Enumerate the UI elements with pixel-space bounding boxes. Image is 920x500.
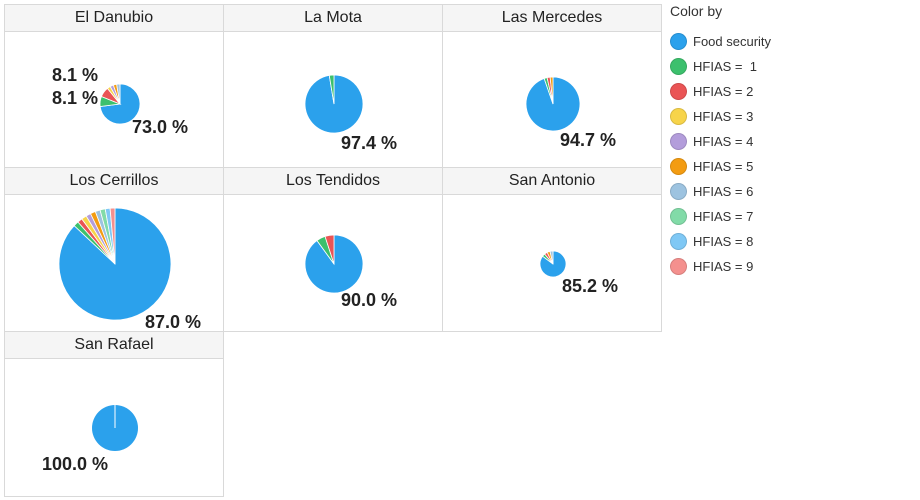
legend-label: Food security <box>693 33 772 49</box>
data-label: 94.7 % <box>560 130 616 150</box>
legend-swatch <box>670 32 687 50</box>
pie-slice-hfias-2[interactable] <box>324 234 335 265</box>
legend-item-food-security[interactable]: Food security <box>670 31 771 51</box>
legend-label: HFIAS = 7 <box>693 208 754 224</box>
pie-slice-hfias-5[interactable] <box>549 76 554 105</box>
legend-swatch <box>670 57 687 75</box>
legend-swatch <box>670 257 687 275</box>
data-label: 8.1 % <box>52 88 98 108</box>
data-label: 100.0 % <box>42 454 108 474</box>
legend: Color by Food security HFIAS = 1 HFIAS = 2… <box>670 2 910 275</box>
legend-label: HFIAS = 6 <box>693 183 754 199</box>
data-label: 87.0 % <box>145 312 201 332</box>
panel-san-antonio: San Antonio 85.2 % <box>442 167 662 332</box>
pie-slice-hfias-9[interactable] <box>109 207 116 265</box>
pie-chart: 97.4 % <box>304 74 397 153</box>
legend-label: HFIAS = 3 <box>693 108 754 124</box>
legend-swatch <box>670 82 687 100</box>
legend-item-hfias-3[interactable]: HFIAS = 3 <box>670 106 753 126</box>
pie-slice-food-security[interactable] <box>304 74 364 134</box>
legend-item-hfias-1[interactable]: HFIAS = 1 <box>670 56 757 76</box>
pie-slice-hfias-6[interactable] <box>116 83 121 105</box>
legend-item-hfias-6[interactable]: HFIAS = 6 <box>670 181 753 201</box>
legend-item-hfias-8[interactable]: HFIAS = 8 <box>670 231 753 251</box>
pie-chart: 87.0 % <box>58 207 201 332</box>
pie-chart: 94.7 % <box>525 76 616 150</box>
panel-las-mercedes: Las Mercedes 94.7 % <box>442 4 662 168</box>
pie-chart: 85.2 % <box>539 250 618 296</box>
legend-item-hfias-5[interactable]: HFIAS = 5 <box>670 156 753 176</box>
panel-title: El Danubio <box>5 5 223 32</box>
panel-title: San Rafael <box>5 332 223 359</box>
panel-title: Los Cerrillos <box>5 168 223 195</box>
legend-label: HFIAS = 1 <box>693 58 757 74</box>
legend-item-hfias-4[interactable]: HFIAS = 4 <box>670 131 753 151</box>
data-label: 90.0 % <box>341 290 397 310</box>
legend-label: HFIAS = 9 <box>693 258 754 274</box>
legend-item-hfias-7[interactable]: HFIAS = 7 <box>670 206 753 226</box>
panel-title: San Antonio <box>443 168 661 195</box>
data-label: 73.0 % <box>132 117 188 137</box>
legend-label: HFIAS = 5 <box>693 158 754 174</box>
legend-swatch <box>670 182 687 200</box>
pie-slice-food-security[interactable] <box>304 234 364 294</box>
pie-chart: 8.1 % 8.1 % 73.0 % <box>52 65 188 137</box>
panel-la-mota: La Mota 97.4 % <box>223 4 443 168</box>
panel-el-danubio: El Danubio 8.1 % 8.1 % 73.0 % <box>4 4 224 168</box>
data-label: 97.4 % <box>341 133 397 153</box>
panel-title: La Mota <box>224 5 442 32</box>
panel-title: Los Tendidos <box>224 168 442 195</box>
panel-los-tendidos: Los Tendidos 90.0 % <box>223 167 443 332</box>
legend-label: HFIAS = 8 <box>693 233 754 249</box>
legend-swatch <box>670 157 687 175</box>
data-label: 85.2 % <box>562 276 618 296</box>
legend-swatch <box>670 132 687 150</box>
legend-label: HFIAS = 4 <box>693 133 754 149</box>
data-label: 8.1 % <box>52 65 98 85</box>
pie-slice-hfias-6[interactable] <box>549 250 554 265</box>
legend-swatch <box>670 232 687 250</box>
panel-title: Las Mercedes <box>443 5 661 32</box>
legend-label: HFIAS = 2 <box>693 83 754 99</box>
legend-swatch <box>670 207 687 225</box>
pie-chart: 90.0 % <box>304 234 397 310</box>
pie-slice-hfias-1[interactable] <box>328 74 335 105</box>
legend-item-hfias-9[interactable]: HFIAS = 9 <box>670 256 753 276</box>
legend-title: Color by <box>670 3 723 19</box>
legend-swatch <box>670 107 687 125</box>
panel-san-rafael: San Rafael 100.0 % <box>4 331 224 497</box>
panel-los-cerrillos: Los Cerrillos 87.0 % <box>4 167 224 332</box>
legend-item-hfias-2[interactable]: HFIAS = 2 <box>670 81 753 101</box>
pie-chart: 100.0 % <box>42 405 138 474</box>
